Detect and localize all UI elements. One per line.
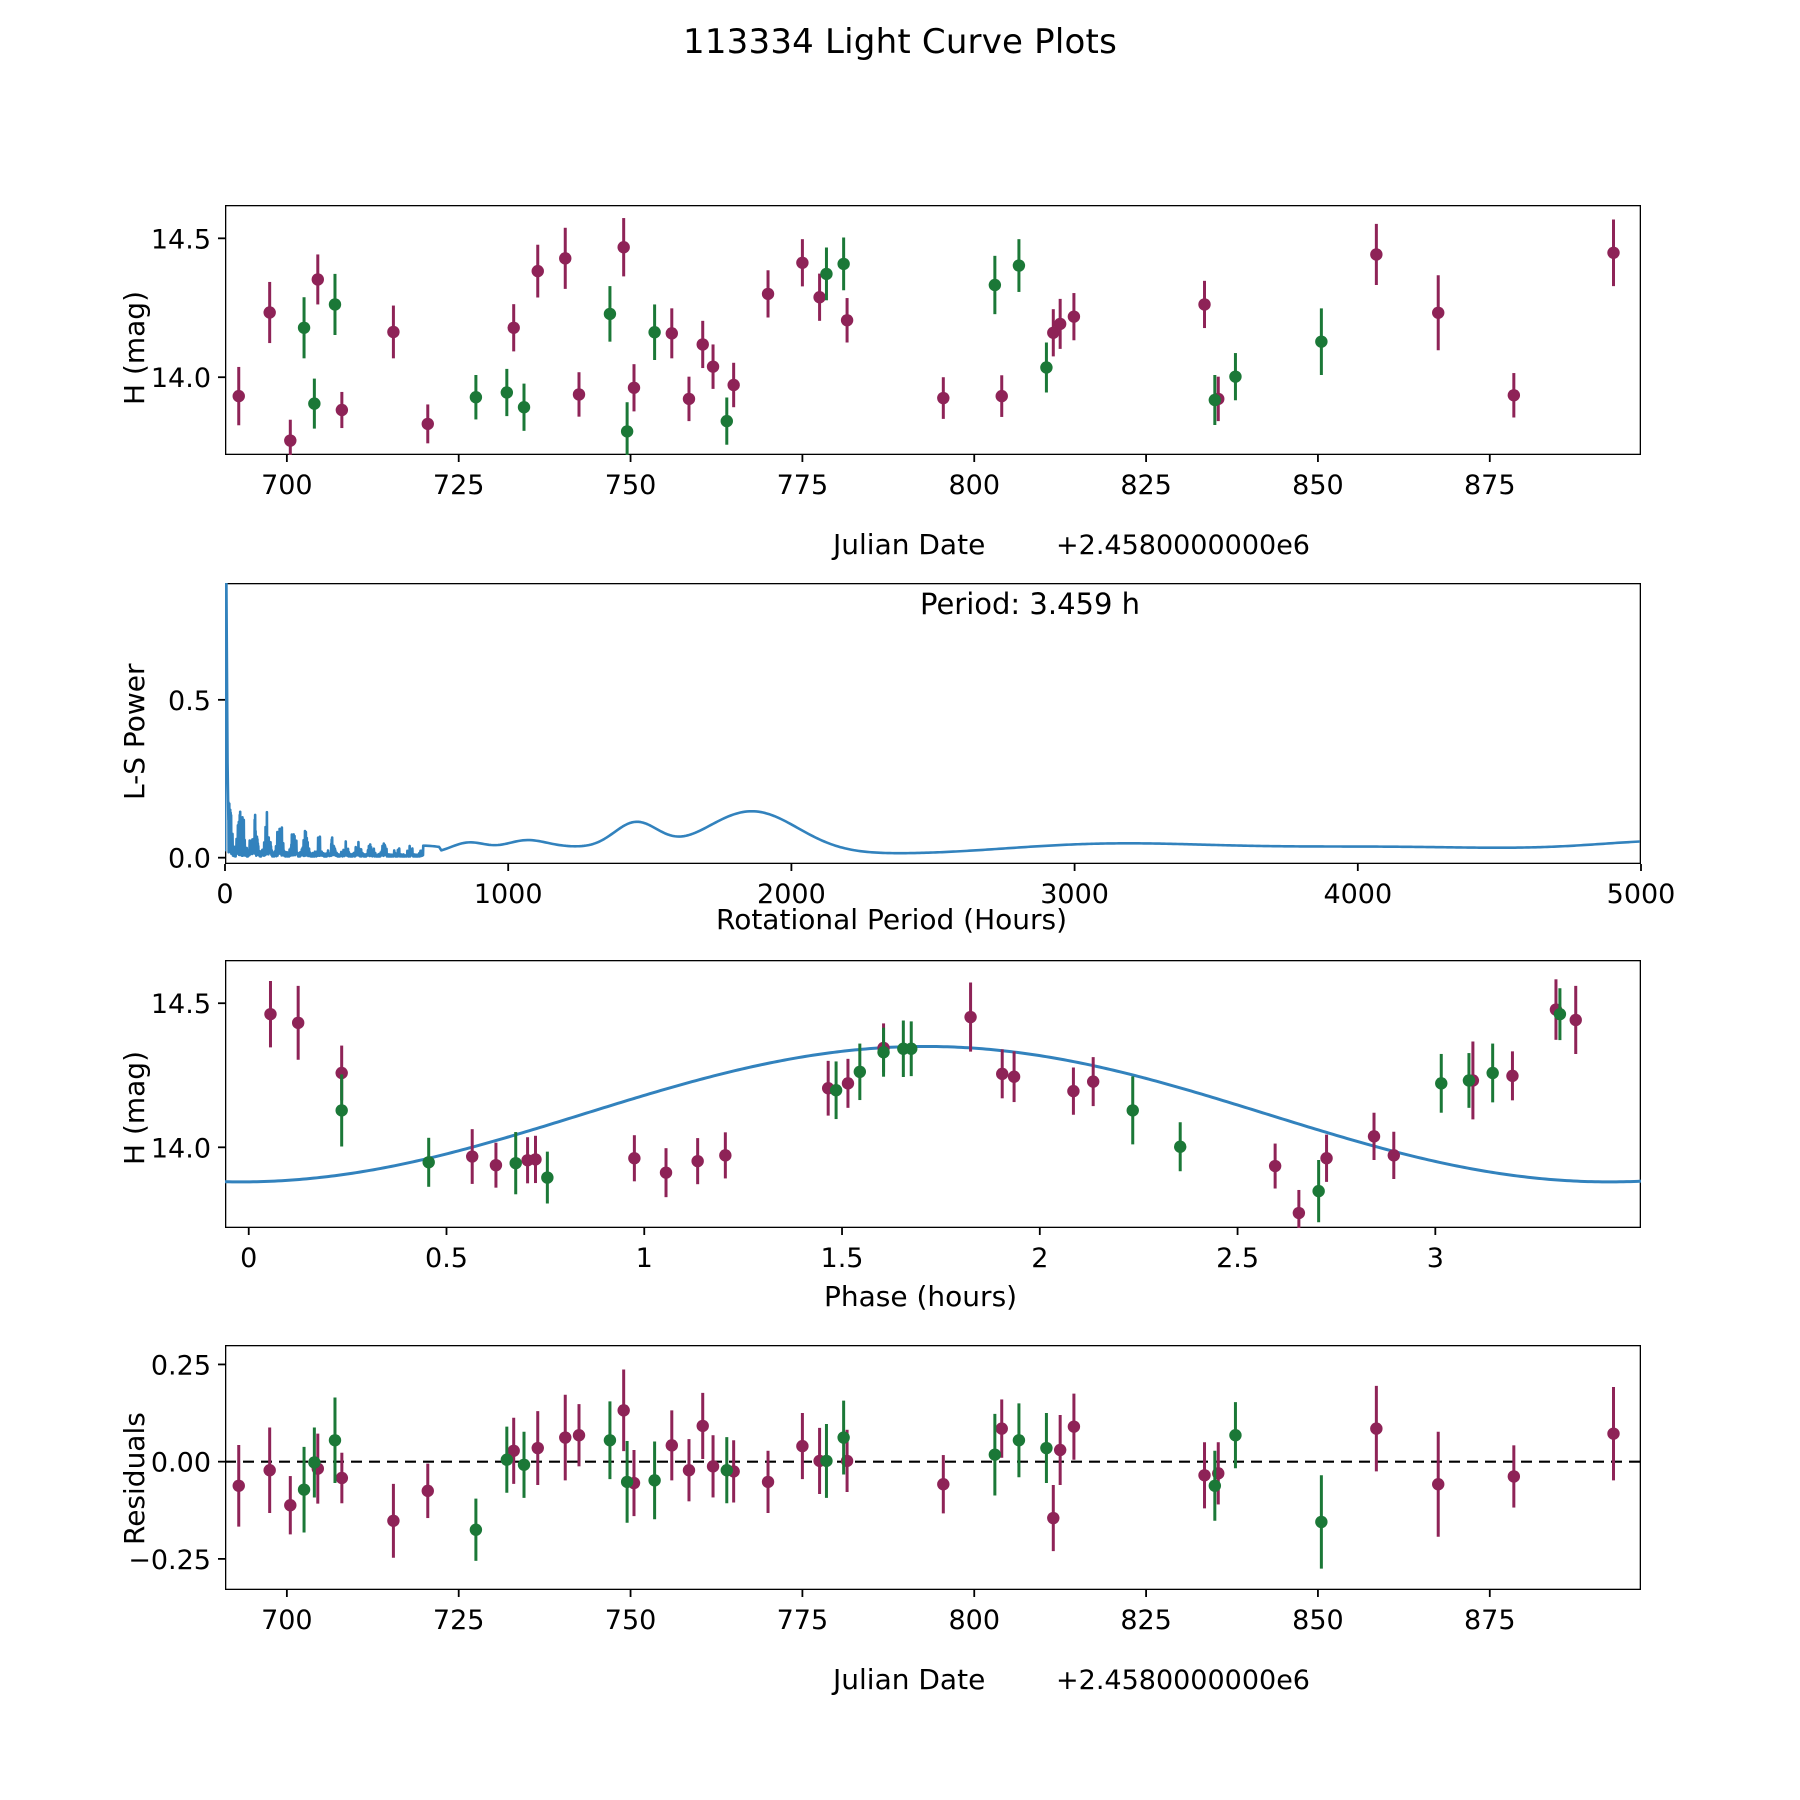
svg-text:1000: 1000 — [474, 879, 543, 910]
svg-text:850: 850 — [1292, 470, 1344, 501]
svg-text:2: 2 — [1031, 1243, 1048, 1274]
svg-text:700: 700 — [261, 470, 313, 501]
panel-residuals — [225, 1345, 1641, 1590]
svg-text:700: 700 — [261, 1605, 313, 1636]
svg-text:14.5: 14.5 — [151, 989, 211, 1020]
svg-text:875: 875 — [1464, 470, 1516, 501]
svg-text:0.0: 0.0 — [168, 844, 211, 875]
svg-text:0.5: 0.5 — [168, 686, 211, 717]
svg-text:750: 750 — [605, 470, 657, 501]
panel-residuals-xlabel: Julian Date — [833, 1663, 986, 1696]
panel-residuals-offset: +2.4580000000e6 — [1056, 1665, 1310, 1696]
panel-phase-ylabel: H (mag) — [118, 1050, 151, 1165]
panel-periodogram-ylabel: L-S Power — [118, 663, 151, 800]
svg-text:14.5: 14.5 — [151, 224, 211, 255]
period-annotation: Period: 3.459 h — [920, 587, 1141, 621]
panel-lightcurve — [225, 205, 1641, 455]
svg-text:0.25: 0.25 — [151, 1350, 211, 1381]
svg-text:1: 1 — [636, 1243, 653, 1274]
svg-text:800: 800 — [948, 1605, 1000, 1636]
svg-text:14.0: 14.0 — [151, 1133, 211, 1164]
panel-periodogram — [225, 583, 1641, 864]
svg-text:775: 775 — [777, 1605, 829, 1636]
svg-text:5000: 5000 — [1607, 879, 1676, 910]
svg-text:800: 800 — [948, 470, 1000, 501]
panel-residuals-plot — [225, 1345, 1641, 1590]
svg-text:0.5: 0.5 — [425, 1243, 468, 1274]
svg-text:14.0: 14.0 — [151, 363, 211, 394]
svg-text:850: 850 — [1292, 1605, 1344, 1636]
svg-text:875: 875 — [1464, 1605, 1516, 1636]
svg-text:825: 825 — [1120, 470, 1172, 501]
panel-phase-plot — [225, 960, 1641, 1228]
panel-lightcurve-xlabel: Julian Date — [833, 528, 986, 561]
svg-text:4000: 4000 — [1323, 879, 1392, 910]
svg-text:775: 775 — [777, 470, 829, 501]
svg-text:750: 750 — [605, 1605, 657, 1636]
svg-text:−0.25: −0.25 — [128, 1545, 211, 1576]
svg-text:1.5: 1.5 — [821, 1243, 864, 1274]
panel-lightcurve-plot — [225, 205, 1641, 455]
panel-periodogram-xlabel: Rotational Period (Hours) — [716, 903, 1068, 936]
svg-text:825: 825 — [1120, 1605, 1172, 1636]
svg-text:0.00: 0.00 — [151, 1448, 211, 1479]
svg-text:3: 3 — [1427, 1243, 1444, 1274]
figure-title: 113334 Light Curve Plots — [683, 22, 1117, 62]
panel-lightcurve-ylabel: H (mag) — [118, 290, 151, 405]
panel-phase-xlabel: Phase (hours) — [824, 1280, 1018, 1313]
panel-phase — [225, 960, 1641, 1228]
svg-text:2.5: 2.5 — [1216, 1243, 1259, 1274]
svg-text:0: 0 — [216, 879, 233, 910]
svg-text:0: 0 — [240, 1243, 257, 1274]
panel-lightcurve-offset: +2.4580000000e6 — [1056, 530, 1310, 561]
svg-text:725: 725 — [433, 470, 485, 501]
panel-residuals-ylabel: Residuals — [118, 1412, 151, 1545]
svg-text:725: 725 — [433, 1605, 485, 1636]
panel-periodogram-plot — [225, 583, 1641, 864]
